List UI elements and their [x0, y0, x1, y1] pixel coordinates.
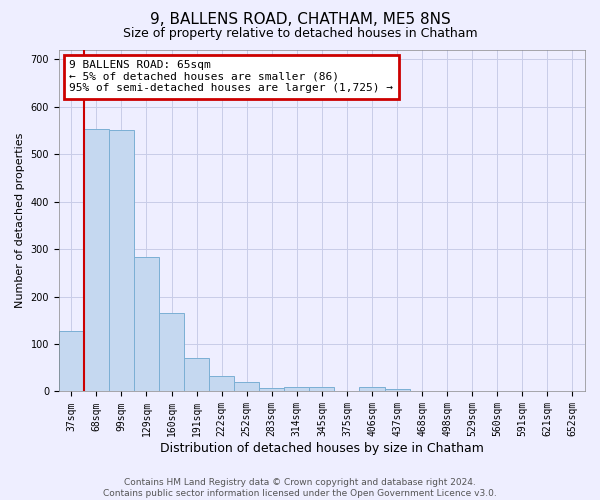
- Text: Size of property relative to detached houses in Chatham: Size of property relative to detached ho…: [122, 28, 478, 40]
- Y-axis label: Number of detached properties: Number of detached properties: [15, 133, 25, 308]
- Bar: [84, 128, 109, 392]
- Text: Contains HM Land Registry data © Crown copyright and database right 2024.
Contai: Contains HM Land Registry data © Crown c…: [103, 478, 497, 498]
- Bar: [385, 389, 410, 392]
- Bar: [359, 386, 385, 392]
- Bar: [259, 388, 284, 392]
- Bar: [159, 313, 184, 392]
- Text: 9 BALLENS ROAD: 65sqm
← 5% of detached houses are smaller (86)
95% of semi-detac: 9 BALLENS ROAD: 65sqm ← 5% of detached h…: [70, 60, 394, 94]
- Bar: [134, 258, 159, 392]
- X-axis label: Distribution of detached houses by size in Chatham: Distribution of detached houses by size …: [160, 442, 484, 455]
- Text: 9, BALLENS ROAD, CHATHAM, ME5 8NS: 9, BALLENS ROAD, CHATHAM, ME5 8NS: [149, 12, 451, 28]
- Bar: [284, 386, 310, 392]
- Bar: [209, 376, 234, 392]
- Bar: [310, 386, 334, 392]
- Bar: [234, 382, 259, 392]
- Bar: [109, 130, 134, 392]
- Bar: [184, 358, 209, 392]
- Bar: [59, 331, 84, 392]
